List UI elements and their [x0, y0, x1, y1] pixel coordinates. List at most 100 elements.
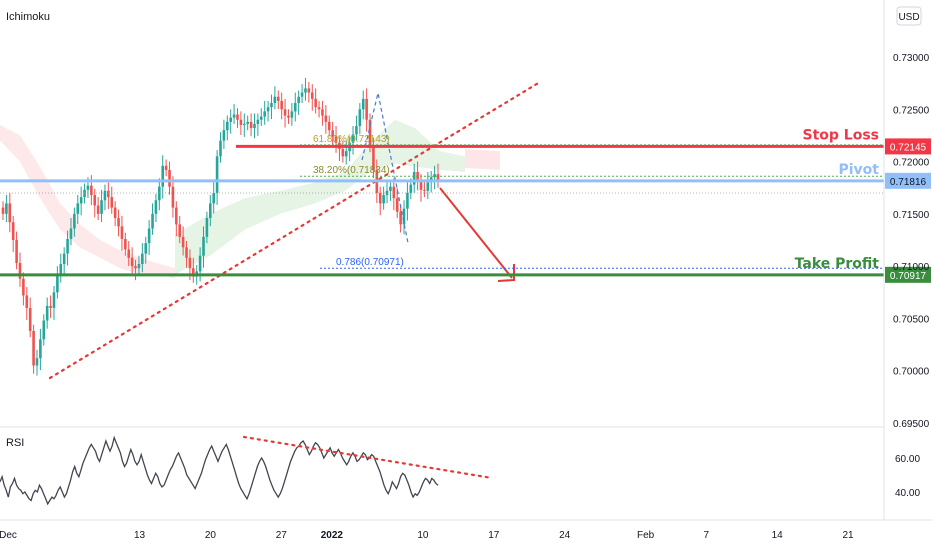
candle [436, 163, 440, 188]
rsi-title[interactable]: RSI [6, 437, 24, 449]
time-tick-label: 24 [559, 530, 571, 541]
candle [412, 163, 416, 193]
time-tick-label: 20 [205, 530, 217, 541]
currency-button[interactable]: USD [896, 6, 922, 26]
candle [365, 88, 368, 132]
candle [134, 259, 137, 281]
candle [161, 155, 165, 199]
candle [270, 94, 273, 120]
ascending-trendline[interactable] [48, 80, 542, 380]
candle [11, 215, 15, 252]
indicator-title[interactable]: Ichimoku [6, 11, 50, 23]
price-axis[interactable]: 0.73000 0.72500 0.72000 0.71500 0.71000 0.705… [893, 53, 930, 430]
level-price-tag [885, 138, 931, 155]
candle [18, 252, 22, 287]
candle [127, 241, 131, 266]
level-price-tag [885, 172, 931, 189]
candle [307, 82, 311, 103]
currency-button-label[interactable]: USD [898, 12, 919, 23]
candle [93, 188, 97, 218]
ichimoku-cloud [0, 119, 500, 279]
price-tick-label: 0.70000 [893, 367, 930, 378]
level-price-tag [885, 266, 931, 283]
candle [110, 186, 114, 214]
price-tick-label: 0.71000 [893, 262, 930, 273]
level-name-label: Pivot [839, 162, 880, 178]
candle [69, 218, 73, 246]
candle [236, 108, 239, 128]
candle [79, 186, 83, 216]
time-axis[interactable]: Dec 13 20 27 2022 10 17 24 Feb 7 14 21 [0, 530, 854, 541]
candle [229, 109, 232, 134]
candle [256, 113, 260, 136]
candle [219, 132, 222, 163]
time-tick-label: 13 [134, 530, 146, 541]
candle [358, 103, 362, 135]
candle [83, 183, 86, 204]
candle [212, 182, 216, 214]
candle [419, 174, 423, 202]
time-tick-label: 2022 [321, 530, 344, 541]
candle [151, 203, 154, 235]
time-tick-label: 10 [417, 530, 429, 541]
candle [290, 103, 294, 126]
time-tick-label: Feb [637, 530, 655, 541]
candle [341, 140, 345, 163]
target-arrow-head [497, 264, 515, 282]
candle [56, 266, 59, 299]
candle [351, 126, 355, 155]
rsi-tick-label: 60.00 [895, 454, 920, 465]
candle [433, 165, 436, 190]
price-tick-label: 0.72000 [893, 158, 930, 169]
candle [361, 90, 365, 120]
price-tick-label: 0.71500 [893, 210, 930, 221]
candle [100, 189, 103, 223]
candle [283, 98, 287, 128]
price-levels: Stop Loss 0.72145 Pivot 0.71816 Take Profit 0… [0, 127, 931, 283]
candle [300, 84, 304, 104]
candle [137, 255, 141, 275]
candle [297, 90, 300, 115]
candle [209, 195, 212, 227]
time-tick-label: 27 [276, 530, 288, 541]
rsi-descending-trendline[interactable] [242, 435, 494, 480]
candle [266, 100, 270, 122]
candle [8, 192, 12, 233]
candle [35, 349, 39, 376]
candle [321, 100, 324, 126]
candle [5, 195, 8, 223]
candle [28, 297, 32, 338]
candle [327, 115, 331, 137]
target-arrow-shaft [439, 187, 513, 279]
candle [242, 113, 246, 137]
price-tick-label: 0.73000 [893, 53, 930, 64]
candle [395, 187, 399, 219]
candle [310, 84, 314, 111]
candle [158, 178, 161, 211]
candle [344, 140, 348, 165]
candle [130, 247, 134, 277]
level-price-tag-label: 0.71816 [890, 177, 927, 188]
candle [317, 100, 321, 118]
level-name-label: Stop Loss [803, 127, 880, 143]
fib-level-label: 38.20%(0.71834) [313, 165, 390, 176]
candle [181, 226, 185, 256]
candle [232, 104, 236, 124]
cloud-bullish-band [175, 119, 465, 275]
candle [273, 86, 277, 110]
candle [205, 211, 209, 244]
candle [45, 297, 49, 329]
candle [117, 209, 120, 237]
candle [66, 230, 69, 266]
candle [314, 88, 317, 114]
candle [225, 115, 229, 141]
candle [287, 109, 290, 124]
time-tick-label: Dec [0, 530, 17, 541]
candle [59, 253, 63, 283]
level-price-tag-label: 0.72145 [890, 142, 927, 153]
candle [423, 181, 426, 198]
candle [107, 182, 110, 210]
time-tick-label: 21 [842, 530, 854, 541]
price-tick-label: 0.69500 [893, 419, 930, 430]
candle [96, 197, 100, 221]
